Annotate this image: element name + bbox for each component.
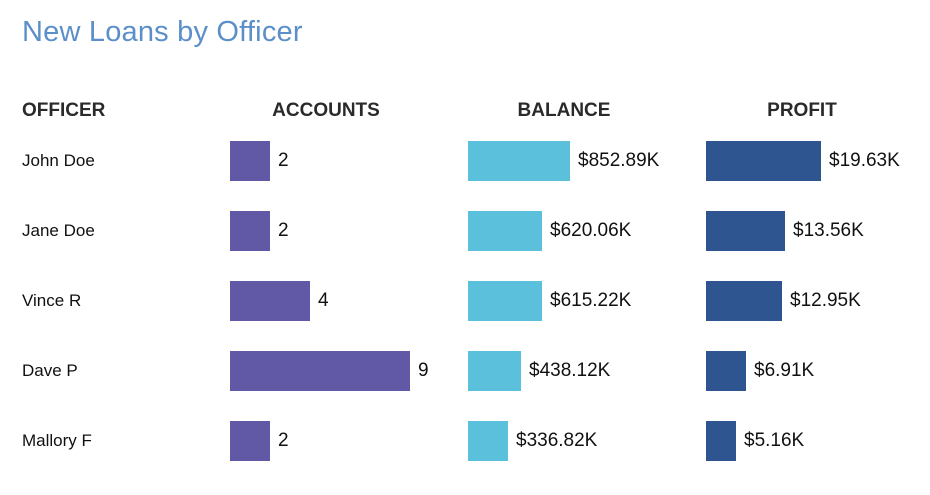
table-row: Mallory F 2 $336.82K $5.16K — [0, 421, 930, 461]
accounts-bar — [230, 421, 270, 461]
balance-bar — [468, 351, 521, 391]
column-header-profit: PROFIT — [767, 100, 837, 121]
profit-bar — [706, 211, 785, 251]
profit-bar — [706, 421, 736, 461]
profit-bar — [706, 281, 782, 321]
profit-bar — [706, 351, 746, 391]
chart-title: New Loans by Officer — [22, 16, 303, 48]
officer-name: Dave P — [22, 361, 78, 380]
profit-value-label: $5.16K — [744, 430, 805, 451]
officer-name: John Doe — [22, 151, 95, 170]
officer-name: Vince R — [22, 291, 82, 310]
accounts-value-label: 4 — [318, 290, 329, 311]
balance-value-label: $336.82K — [516, 430, 598, 451]
table-row: Vince R 4 $615.22K $12.95K — [0, 281, 930, 321]
balance-value-label: $620.06K — [550, 220, 632, 241]
accounts-value-label: 2 — [278, 150, 289, 171]
column-header-accounts: ACCOUNTS — [272, 100, 380, 121]
accounts-bar — [230, 141, 270, 181]
balance-value-label: $615.22K — [550, 290, 632, 311]
table-row: Dave P 9 $438.12K $6.91K — [0, 351, 930, 391]
column-header-officer: OFFICER — [22, 100, 106, 121]
balance-bar — [468, 421, 508, 461]
balance-value-label: $438.12K — [529, 360, 611, 381]
officer-name: Mallory F — [22, 431, 92, 450]
table-row: Jane Doe 2 $620.06K $13.56K — [0, 211, 930, 251]
accounts-bar — [230, 351, 410, 391]
accounts-bar — [230, 281, 310, 321]
balance-bar — [468, 141, 570, 181]
accounts-bar — [230, 211, 270, 251]
profit-value-label: $13.56K — [793, 220, 864, 241]
profit-value-label: $19.63K — [829, 150, 900, 171]
column-header-balance: BALANCE — [517, 100, 611, 121]
profit-value-label: $6.91K — [754, 360, 815, 381]
accounts-value-label: 2 — [278, 430, 289, 451]
profit-bar — [706, 141, 821, 181]
balance-bar — [468, 281, 542, 321]
accounts-value-label: 2 — [278, 220, 289, 241]
table-row: John Doe 2 $852.89K $19.63K — [0, 141, 930, 181]
officer-name: Jane Doe — [22, 221, 95, 240]
balance-bar — [468, 211, 542, 251]
profit-value-label: $12.95K — [790, 290, 861, 311]
accounts-value-label: 9 — [418, 360, 429, 381]
balance-value-label: $852.89K — [578, 150, 660, 171]
